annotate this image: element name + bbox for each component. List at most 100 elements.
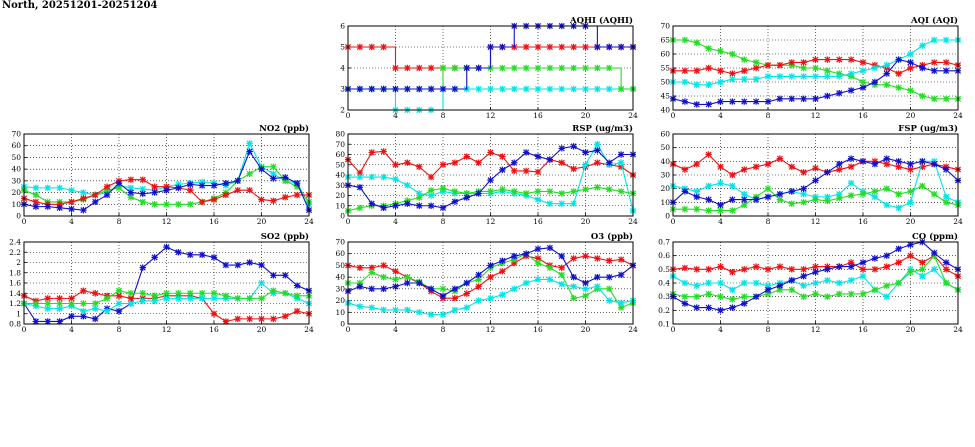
data-point [380,148,387,155]
data-point [847,263,855,270]
data-point [380,273,387,281]
data-point [282,177,289,185]
data-point [693,81,700,88]
data-point [222,261,230,269]
y-tick-label: 20 [11,188,21,197]
data-point [451,306,459,314]
data-point [931,190,938,198]
data-point [546,264,554,271]
data-point [705,64,712,72]
data-point [380,306,387,314]
data-point [210,254,218,261]
data-point [693,293,700,300]
data-point [80,287,87,294]
data-point [392,175,399,183]
data-point [729,70,736,77]
data-point [246,187,253,194]
y-tick-label: 60 [660,130,670,139]
x-tick-label: 16 [858,217,868,226]
data-point [776,73,784,80]
data-point [187,187,194,194]
x-tick-label: 4 [718,111,723,120]
data-point [92,315,99,323]
data-point [942,199,950,206]
data-point [883,252,890,259]
data-point [427,202,435,209]
data-point [463,64,470,72]
data-point [56,204,63,211]
data-point [729,76,736,83]
data-point [741,196,748,203]
data-point [416,163,423,170]
data-point [475,190,482,197]
data-point [859,290,867,298]
x-tick-label: 20 [581,217,591,226]
y-tick-label: 0.3 [658,292,670,301]
y-tick-label: 40 [660,157,670,166]
data-point [693,67,700,74]
data-point [705,304,712,311]
data-point [546,244,554,252]
y-tick-label: 20 [660,184,670,193]
data-point [270,163,277,170]
plot-frame [672,241,959,325]
data-point [546,200,554,207]
data-point [139,290,146,297]
series-group [670,36,961,108]
plot-frame [23,133,310,217]
data-point [198,290,206,297]
y-tick-label: 40 [335,171,345,180]
data-point [151,183,158,190]
data-point [681,293,689,300]
data-point [511,159,518,166]
x-tick-label: 8 [117,217,122,226]
data-point [534,43,542,51]
data-point [151,189,158,196]
data-point [392,64,399,72]
data-point [606,285,613,293]
x-tick-label: 24 [628,325,638,334]
data-point [705,207,712,214]
data-point [368,43,375,51]
data-point [582,285,589,293]
data-point [163,201,170,208]
data-point [812,290,819,298]
data-point [499,64,506,72]
data-point [741,190,748,198]
data-point [729,196,736,203]
data-point [871,193,879,201]
data-point [368,269,375,276]
series-line [672,241,959,311]
data-point [570,283,577,290]
y-tick-label: 0.2 [658,306,670,315]
data-point [729,98,736,105]
data-point [210,182,218,189]
data-point [127,176,135,183]
data-point [800,59,807,66]
data-point [32,184,40,192]
data-point [681,300,689,307]
y-tick-label: 70 [660,22,670,31]
data-point [451,159,459,166]
data-point [546,276,554,283]
data-point [92,198,99,206]
data-point [883,293,890,300]
data-point [859,59,867,66]
data-point [776,62,784,69]
data-point [522,85,530,93]
data-point [198,198,206,206]
data-point [764,290,772,298]
data-point [222,292,230,300]
data-point [883,282,890,289]
data-point [594,184,601,191]
data-point [427,285,435,293]
data-point [475,283,482,290]
data-point [693,188,700,195]
data-point [234,295,241,302]
x-tick-label: 4 [393,111,398,120]
data-point [534,168,542,176]
data-point [717,48,724,55]
data-point [427,173,435,181]
x-tick-label: 24 [628,217,638,226]
